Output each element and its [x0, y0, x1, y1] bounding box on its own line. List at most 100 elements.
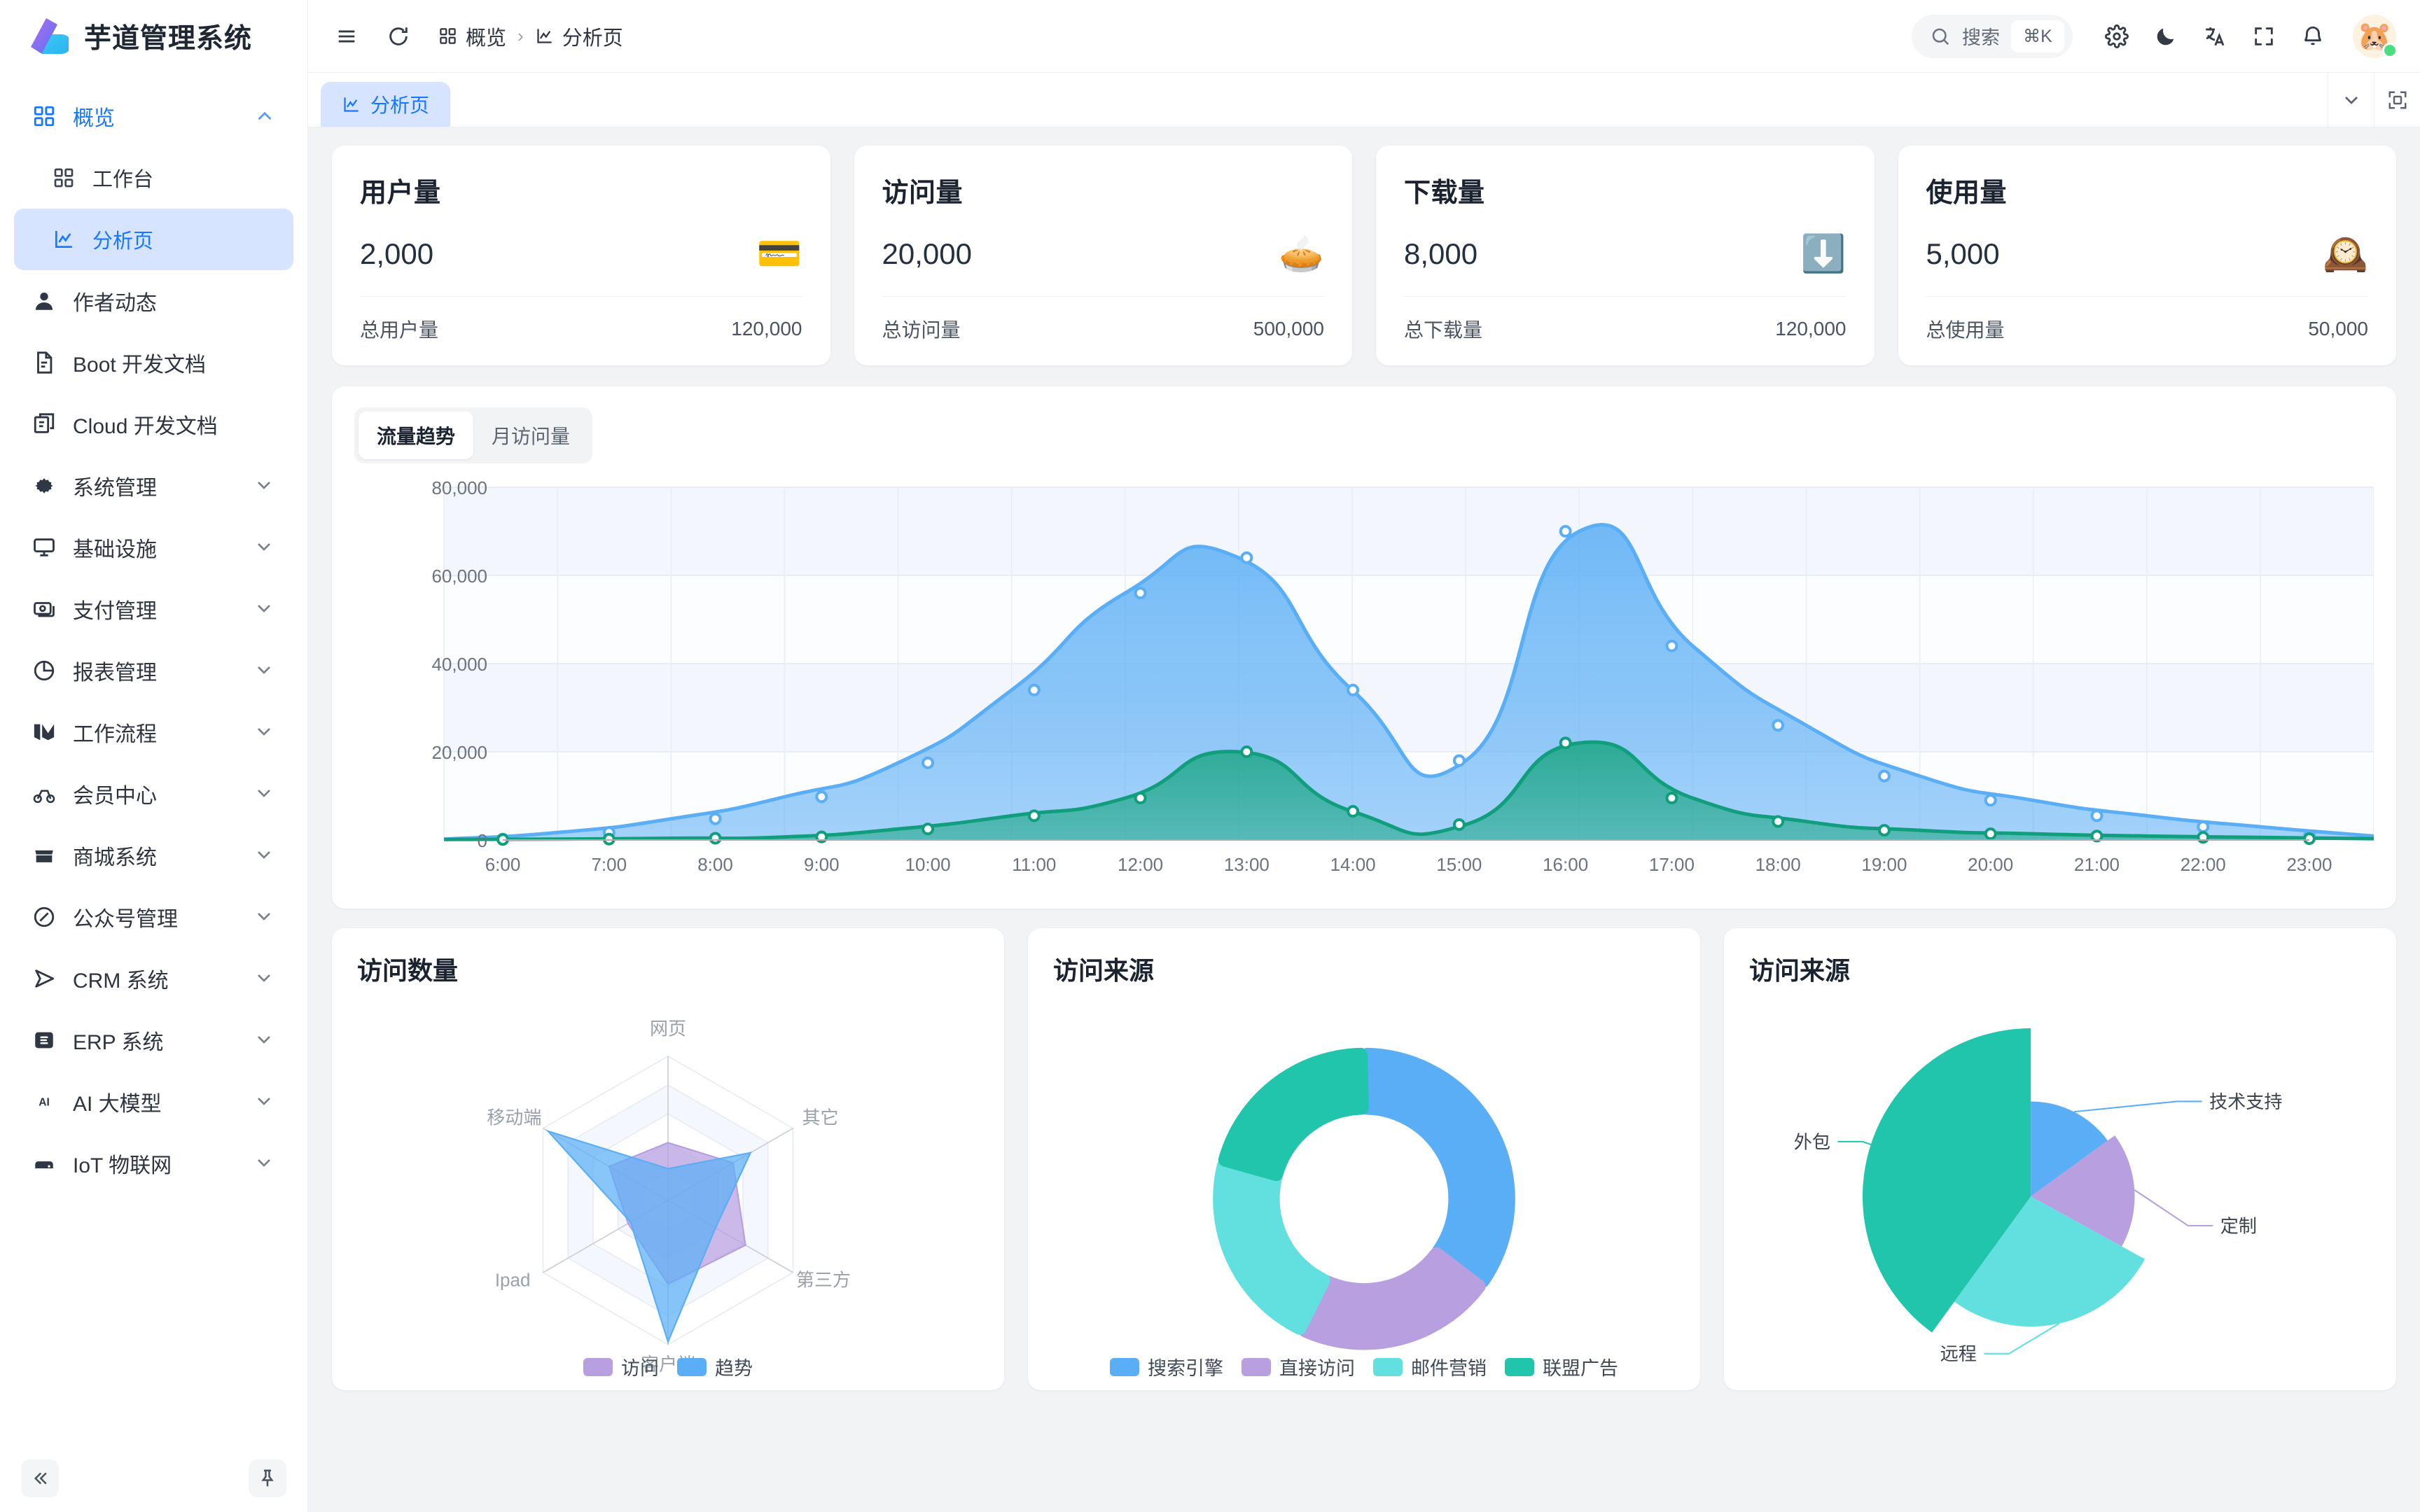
svg-text:13:00: 13:00: [1224, 854, 1270, 875]
translate-icon[interactable]: [2199, 20, 2231, 52]
maximize-content-button[interactable]: [2374, 73, 2420, 127]
tab-dropdown-button[interactable]: [2328, 73, 2374, 127]
sidebar-item-label: AI 大模型: [73, 1093, 162, 1116]
moon-icon[interactable]: [2150, 20, 2182, 52]
sidebar-item-overview[interactable]: 概览: [14, 85, 293, 147]
svg-text:18:00: 18:00: [1755, 854, 1801, 875]
sidebar-item-member-center[interactable]: 会员中心: [14, 763, 293, 825]
sidebar-item-workbench[interactable]: 工作台: [14, 147, 293, 209]
brand[interactable]: 芋道管理系统: [0, 0, 307, 73]
radar-title: 访问数量: [357, 956, 459, 985]
sidebar-item-iot[interactable]: IoT 物联网: [14, 1133, 293, 1194]
gear-icon[interactable]: [2101, 20, 2133, 52]
svg-text:17:00: 17:00: [1649, 854, 1695, 875]
legend-swatch: [1110, 1357, 1139, 1376]
chevron-down-icon[interactable]: [253, 782, 277, 806]
sidebar-item-label: 支付管理: [73, 600, 157, 623]
chevron-down-icon[interactable]: [253, 1028, 277, 1052]
svg-text:20,000: 20,000: [431, 742, 487, 763]
chevron-down-icon[interactable]: [253, 1152, 277, 1175]
breadcrumb-item-analysis[interactable]: 分析页: [535, 22, 623, 51]
collapse-sidebar-button[interactable]: [21, 1460, 59, 1497]
stat-card-downloads: 下载量 8,000 ⬇️ 总下载量 120,000: [1376, 146, 1875, 365]
sidebar-item-label: ERP 系统: [73, 1031, 164, 1054]
legend-item[interactable]: 搜索引擎: [1110, 1353, 1223, 1380]
sidebar-item-infrastructure[interactable]: 基础设施: [14, 517, 293, 578]
chevron-down-icon[interactable]: [253, 536, 277, 559]
bottom-cards-row: 访问数量 网页 其它 第三方 客户端 Ipad 移动端 访问 趋势: [332, 928, 2396, 1390]
legend-item[interactable]: 邮件营销: [1373, 1353, 1487, 1380]
chevron-down-icon[interactable]: [253, 1090, 277, 1114]
svg-text:12:00: 12:00: [1118, 854, 1163, 875]
sidebar-item-report-management[interactable]: 报表管理: [14, 640, 293, 701]
refresh-icon[interactable]: [382, 20, 415, 52]
stat-foot-value: 120,000: [1775, 318, 1847, 340]
grid-icon: [438, 27, 457, 46]
sidebar-item-analysis[interactable]: 分析页: [14, 209, 293, 270]
avatar[interactable]: 🐹: [2353, 14, 2398, 58]
chevron-down-icon[interactable]: [253, 659, 277, 682]
chevron-up-icon[interactable]: [253, 104, 277, 128]
search-input[interactable]: 搜索 ⌘K: [1912, 14, 2073, 58]
legend-item[interactable]: 联盟广告: [1505, 1353, 1618, 1380]
sidebar-item-crm-system[interactable]: CRM 系统: [14, 948, 293, 1009]
trend-tab-monthly[interactable]: 月访问量: [492, 426, 571, 447]
legend-item[interactable]: 访问: [583, 1353, 659, 1380]
trend-tab-traffic[interactable]: 流量趋势: [359, 412, 474, 459]
trend-tabs: 流量趋势 月访问量: [354, 407, 593, 463]
search-placeholder: 搜索: [1962, 27, 2000, 48]
sidebar-item-workflow[interactable]: 工作流程: [14, 701, 293, 763]
breadcrumb-label: 概览: [466, 27, 507, 50]
stat-card-usage: 使用量 5,000 🕰️ 总使用量 50,000: [1898, 146, 2396, 365]
pie-icon: [31, 657, 57, 684]
sidebar-item-payment-management[interactable]: 支付管理: [14, 578, 293, 640]
sidebar-item-mall-system[interactable]: 商城系统: [14, 825, 293, 886]
svg-text:20:00: 20:00: [1968, 854, 2013, 875]
main-area: 概览 › 分析页 搜索 ⌘K: [308, 0, 2420, 1512]
stat-foot-value: 500,000: [1253, 318, 1324, 340]
flow-icon: [31, 719, 57, 746]
sidebar-item-mp-management[interactable]: 公众号管理: [14, 886, 293, 948]
pin-icon[interactable]: [249, 1460, 286, 1497]
sidebar-item-label: 报表管理: [73, 662, 157, 685]
user-icon: [31, 288, 57, 314]
chart-line-icon: [535, 27, 554, 46]
sidebar-item-system-management[interactable]: 系统管理: [14, 455, 293, 517]
pie-title: 访问来源: [1749, 956, 1851, 985]
sidebar-item-erp-system[interactable]: ERP 系统: [14, 1009, 293, 1071]
stat-title: 用户量: [360, 178, 441, 208]
bell-icon[interactable]: [2297, 20, 2329, 52]
sidebar-item-boot-docs[interactable]: Boot 开发文档: [14, 332, 293, 393]
pie-card: 访问来源 技术支持 定制 远程 外包: [1724, 928, 2396, 1390]
sidebar-item-label: 工作台: [92, 169, 154, 191]
sidebar-item-label: Boot 开发文档: [73, 354, 207, 377]
radar-card: 访问数量 网页 其它 第三方 客户端 Ipad 移动端 访问 趋势: [332, 928, 1004, 1390]
page-content: 用户量 2,000 💳 总用户量 120,000 访问量 20,000: [308, 127, 2420, 1512]
stat-footer: 总下载量 120,000: [1404, 315, 1847, 343]
breadcrumb-item-overview[interactable]: 概览: [438, 22, 506, 51]
stat-foot-label: 总用户量: [360, 319, 439, 341]
compass-icon: [31, 904, 57, 930]
stat-title: 访问量: [882, 178, 964, 208]
donut-title: 访问来源: [1053, 956, 1155, 985]
send-icon: [31, 965, 57, 992]
fullscreen-icon[interactable]: [2248, 20, 2280, 52]
file-text-icon: [31, 349, 57, 376]
hamburger-icon[interactable]: [331, 20, 363, 52]
legend-item[interactable]: 趋势: [677, 1353, 753, 1380]
sidebar-item-cloud-docs[interactable]: Cloud 开发文档: [14, 393, 293, 455]
chevron-down-icon[interactable]: [253, 967, 277, 990]
chevron-down-icon[interactable]: [253, 720, 277, 744]
chevron-down-icon[interactable]: [253, 597, 277, 621]
sidebar-item-ai-model[interactable]: AI AI 大模型: [14, 1071, 293, 1133]
legend-swatch: [1242, 1357, 1271, 1376]
chevron-down-icon[interactable]: [253, 844, 277, 867]
legend-item[interactable]: 直接访问: [1242, 1353, 1355, 1380]
sidebar-item-label: IoT 物联网: [73, 1154, 172, 1177]
sidebar-item-author-news[interactable]: 作者动态: [14, 270, 293, 332]
svg-text:9:00: 9:00: [804, 854, 840, 875]
gear-icon: [31, 472, 57, 499]
chevron-down-icon[interactable]: [253, 905, 277, 929]
chevron-down-icon[interactable]: [253, 474, 277, 498]
tab-analysis[interactable]: 分析页: [321, 82, 451, 127]
